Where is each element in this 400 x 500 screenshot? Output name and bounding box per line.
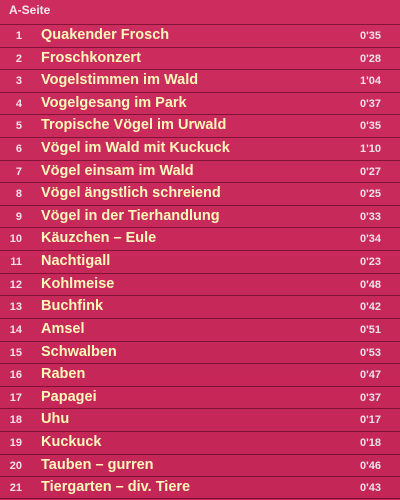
track-duration: 0'53: [360, 346, 381, 359]
track-title: Tiergarten – div. Tiere: [41, 479, 191, 496]
track-duration: 0'37: [360, 391, 381, 404]
track-number: 17: [9, 391, 22, 404]
track-number: 16: [9, 369, 22, 382]
track-duration: 0'35: [360, 30, 381, 42]
track-row: 5 Tropische Vögel im Urwald 0'35: [0, 114, 400, 137]
track-number: 3: [15, 75, 22, 88]
track-row: 17 Papagei 0'37: [0, 385, 400, 409]
track-duration: 0'46: [360, 459, 381, 472]
track-title: Kuckuck: [41, 433, 102, 450]
track-row: 3 Vogelstimmen im Wald 1'04: [0, 69, 400, 92]
track-row: 2 Froschkonzert 0'28: [0, 46, 400, 70]
track-title: Vögel einsam im Wald: [41, 162, 194, 179]
track-duration: 0'34: [360, 233, 381, 246]
track-number: 15: [9, 346, 22, 359]
track-row: 19 Kuckuck 0'18: [0, 430, 400, 454]
track-number: 7: [15, 165, 22, 178]
track-duration: 0'33: [360, 210, 381, 223]
track-row: 4 Vogelgesang im Park 0'37: [0, 91, 400, 115]
track-title: Kohlmeise: [41, 275, 115, 292]
track-duration: 0'17: [360, 414, 381, 427]
track-duration: 0'47: [360, 369, 381, 382]
side-label: A-Seite: [9, 3, 51, 17]
track-duration: 0'51: [360, 323, 381, 336]
track-number: 13: [9, 301, 22, 314]
track-duration: 0'18: [360, 436, 381, 449]
track-number: 11: [10, 256, 22, 269]
track-row: 6 Vögel im Wald mit Kuckuck 1'10: [0, 137, 400, 160]
track-row: 10 Käuzchen – Eule 0'34: [0, 227, 400, 250]
track-title: Quakender Frosch: [41, 27, 170, 43]
track-title: Froschkonzert: [41, 49, 141, 66]
track-row: 1 Quakender Frosch 0'35: [0, 24, 400, 47]
track-duration: 0'28: [360, 52, 381, 65]
track-number: 20: [9, 459, 22, 472]
track-number: 19: [9, 436, 22, 449]
track-duration: 0'25: [360, 188, 381, 201]
track-title: Raben: [41, 366, 86, 383]
track-title: Vögel im Wald mit Kuckuck: [41, 140, 230, 157]
track-number: 6: [15, 143, 22, 156]
track-title: Käuzchen – Eule: [41, 230, 157, 247]
track-duration: 0'23: [360, 256, 381, 269]
track-title: Vögel in der Tierhandlung: [41, 207, 220, 224]
track-number: 9: [15, 210, 22, 223]
track-number: 1: [15, 30, 22, 42]
track-title: Tauben – gurren: [41, 456, 154, 473]
track-number: 5: [15, 120, 22, 133]
track-row: 15 Schwalben 0'53: [0, 340, 400, 364]
track-title: Tropische Vögel im Urwald: [41, 117, 227, 134]
track-row: 13 Buchfink 0'42: [0, 295, 400, 318]
track-row: 21 Tiergarten – div. Tiere 0'43: [0, 476, 400, 499]
track-title: Vogelgesang im Park: [41, 94, 187, 111]
track-number: 12: [9, 278, 22, 291]
track-number: 2: [15, 52, 22, 65]
track-duration: 0'43: [360, 482, 381, 495]
track-number: 14: [9, 323, 22, 336]
track-row: 16 Raben 0'47: [0, 363, 400, 386]
track-title: Nachtigall: [41, 253, 111, 270]
track-number: 8: [15, 188, 22, 201]
track-title: Buchfink: [41, 298, 104, 315]
track-number: 10: [9, 233, 22, 246]
track-title: Amsel: [41, 320, 85, 337]
track-number: 21: [9, 482, 22, 495]
track-title: Vogelstimmen im Wald: [41, 72, 199, 89]
track-number: 18: [9, 414, 22, 427]
track-row: 11 Nachtigall 0'23: [0, 250, 400, 273]
track-row: 9 Vögel in der Tierhandlung 0'33: [0, 204, 400, 228]
track-duration: 0'42: [360, 301, 381, 314]
track-title: Papagei: [41, 388, 97, 405]
track-duration: 1'04: [360, 75, 381, 88]
track-row: 7 Vögel einsam im Wald 0'27: [0, 159, 400, 183]
track-row: 12 Kohlmeise 0'48: [0, 272, 400, 296]
track-duration: 0'37: [360, 97, 381, 110]
track-duration: 0'27: [360, 165, 381, 178]
track-title: Vögel ängstlich schreiend: [41, 185, 221, 202]
track-duration: 0'35: [360, 120, 381, 133]
track-row: 20 Tauben – gurren 0'46: [0, 453, 400, 477]
track-duration: 1'10: [360, 143, 381, 156]
track-row: 18 Uhu 0'17: [0, 408, 400, 431]
track-row: 14 Amsel 0'51: [0, 317, 400, 341]
track-number: 4: [15, 97, 22, 110]
track-row: 8 Vögel ängstlich schreiend 0'25: [0, 182, 400, 205]
track-list: 1 Quakender Frosch 0'35 2 Froschkonzert …: [0, 24, 400, 499]
track-duration: 0'48: [360, 278, 381, 291]
track-title: Uhu: [41, 411, 70, 428]
track-title: Schwalben: [41, 343, 117, 360]
